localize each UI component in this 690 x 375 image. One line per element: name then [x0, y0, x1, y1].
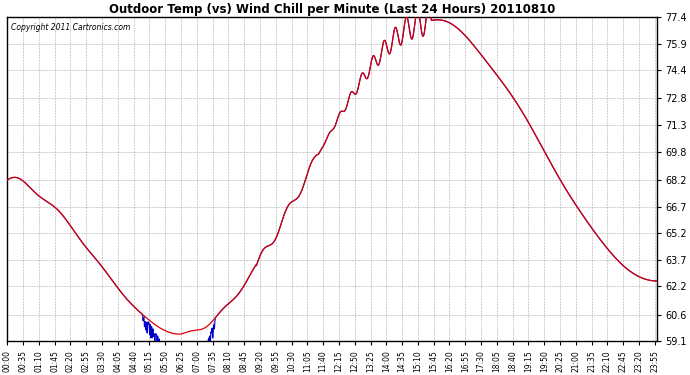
- Title: Outdoor Temp (vs) Wind Chill per Minute (Last 24 Hours) 20110810: Outdoor Temp (vs) Wind Chill per Minute …: [109, 3, 555, 16]
- Text: Copyright 2011 Cartronics.com: Copyright 2011 Cartronics.com: [10, 23, 130, 32]
